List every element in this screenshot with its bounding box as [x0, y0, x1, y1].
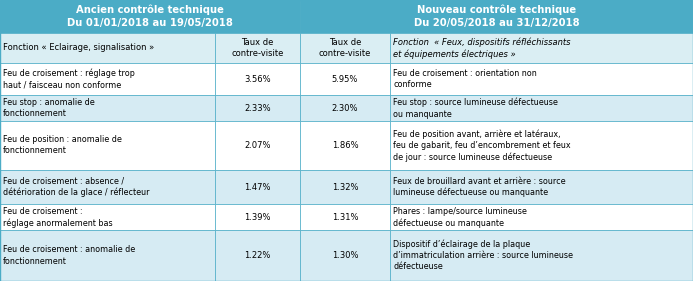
Text: 1.47%: 1.47%: [244, 183, 271, 192]
Bar: [300, 96, 390, 121]
Bar: [215, 121, 300, 170]
Bar: [0, 63, 215, 96]
Bar: [390, 170, 693, 205]
Bar: [390, 33, 693, 63]
Text: Ancien contrôle technique
Du 01/01/2018 au 19/05/2018: Ancien contrôle technique Du 01/01/2018 …: [67, 5, 233, 28]
Text: 1.31%: 1.31%: [332, 213, 358, 222]
Text: Feu de croisement : anomalie de
fonctionnement: Feu de croisement : anomalie de fonction…: [3, 245, 135, 266]
Text: Feu de position avant, arrière et latéraux,
feu de gabarit, feu d’encombrement e: Feu de position avant, arrière et latéra…: [393, 129, 570, 162]
Bar: [300, 121, 390, 170]
Bar: [300, 230, 390, 281]
Text: 2.33%: 2.33%: [244, 104, 271, 113]
Bar: [215, 230, 300, 281]
Text: 3.56%: 3.56%: [244, 75, 271, 84]
Bar: [300, 170, 390, 205]
Bar: [0, 170, 215, 205]
Text: Feu de position : anomalie de
fonctionnement: Feu de position : anomalie de fonctionne…: [3, 135, 122, 155]
Text: Fonction « Eclairage, signalisation »: Fonction « Eclairage, signalisation »: [3, 44, 155, 53]
Text: Nouveau contrôle technique
Du 20/05/2018 au 31/12/2018: Nouveau contrôle technique Du 20/05/2018…: [414, 5, 579, 28]
Bar: [0, 33, 215, 63]
Bar: [0, 205, 215, 230]
Text: Phares : lampe/source lumineuse
défectueuse ou manquante: Phares : lampe/source lumineuse défectue…: [393, 207, 527, 228]
Bar: [0, 121, 215, 170]
Bar: [300, 0, 693, 33]
Bar: [390, 230, 693, 281]
Bar: [215, 63, 300, 96]
Bar: [390, 205, 693, 230]
Text: 5.95%: 5.95%: [332, 75, 358, 84]
Bar: [390, 63, 693, 96]
Text: Feu stop : source lumineuse défectueuse
ou manquante: Feu stop : source lumineuse défectueuse …: [393, 98, 558, 119]
Bar: [300, 33, 390, 63]
Bar: [0, 96, 215, 121]
Bar: [215, 33, 300, 63]
Text: Feu de croisement :
réglage anormalement bas: Feu de croisement : réglage anormalement…: [3, 207, 113, 228]
Text: 1.30%: 1.30%: [332, 251, 358, 260]
Text: Feu de croisement : orientation non
conforme: Feu de croisement : orientation non conf…: [393, 69, 537, 89]
Text: Taux de
contre-visite: Taux de contre-visite: [231, 38, 283, 58]
Text: 1.22%: 1.22%: [245, 251, 271, 260]
Text: Feu de croisement : réglage trop
haut / faisceau non conforme: Feu de croisement : réglage trop haut / …: [3, 69, 135, 90]
Bar: [215, 96, 300, 121]
Bar: [215, 170, 300, 205]
Text: 2.07%: 2.07%: [244, 141, 271, 150]
Text: 2.30%: 2.30%: [332, 104, 358, 113]
Bar: [300, 63, 390, 96]
Text: Taux de
contre-visite: Taux de contre-visite: [319, 38, 371, 58]
Text: 1.39%: 1.39%: [244, 213, 271, 222]
Text: 1.86%: 1.86%: [332, 141, 358, 150]
Bar: [0, 230, 215, 281]
Text: Feux de brouillard avant et arrière : source
lumineuse défectueuse ou manquante: Feux de brouillard avant et arrière : so…: [393, 177, 565, 198]
Text: Dispositif d’éclairage de la plaque
d’immatriculation arrière : source lumineuse: Dispositif d’éclairage de la plaque d’im…: [393, 240, 573, 271]
Text: Feu stop : anomalie de
fonctionnement: Feu stop : anomalie de fonctionnement: [3, 98, 95, 118]
Text: Fonction  « Feux, dispositifs réfléchissants
et équipements électriques »: Fonction « Feux, dispositifs réfléchissa…: [393, 37, 570, 59]
Bar: [0, 0, 300, 33]
Bar: [300, 205, 390, 230]
Bar: [390, 96, 693, 121]
Bar: [390, 121, 693, 170]
Text: 1.32%: 1.32%: [332, 183, 358, 192]
Bar: [215, 205, 300, 230]
Text: Feu de croisement : absence /
détérioration de la glace / réflecteur: Feu de croisement : absence / détériorat…: [3, 177, 150, 198]
